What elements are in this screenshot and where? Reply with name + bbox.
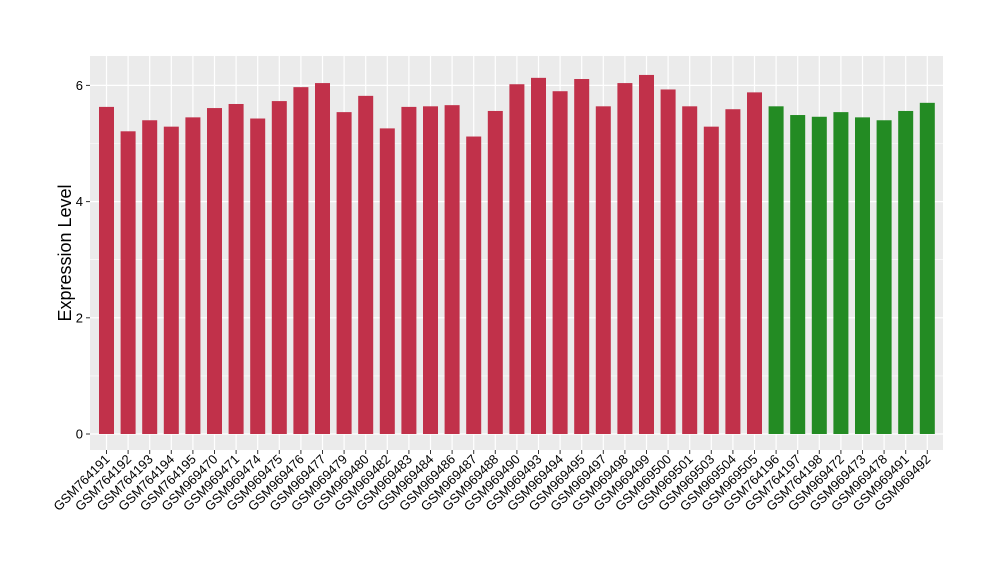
bar-GSM969488 <box>487 110 503 435</box>
bar-GSM969477 <box>315 83 330 435</box>
bar-GSM969478 <box>876 120 892 434</box>
bar-GSM969494 <box>552 91 568 435</box>
bar-GSM969500 <box>660 89 676 434</box>
bar-GSM764191 <box>99 106 114 434</box>
bar-GSM969498 <box>617 83 633 435</box>
bar-GSM969504 <box>725 109 741 434</box>
bar-GSM969479 <box>336 112 352 434</box>
bar-GSM969501 <box>682 106 698 434</box>
y-tick-label: 2 <box>76 310 83 325</box>
bars <box>99 74 935 435</box>
bar-GSM969472 <box>833 112 849 434</box>
bar-GSM969482 <box>379 128 395 435</box>
y-tick-label: 0 <box>76 427 83 442</box>
y-axis-label: Expression Level <box>55 184 75 321</box>
x-axis: GSM764191GSM764192GSM764193GSM764194GSM7… <box>50 450 933 514</box>
bar-GSM969484 <box>423 106 438 434</box>
bar-GSM764193 <box>142 120 158 434</box>
y-tick-label: 4 <box>76 194 83 209</box>
bar-GSM969487 <box>466 136 482 434</box>
bar-GSM969483 <box>401 106 417 434</box>
bar-GSM764194 <box>163 126 179 434</box>
bar-GSM764197 <box>790 115 806 434</box>
bar-GSM764195 <box>185 117 201 434</box>
bar-GSM969492 <box>919 102 935 434</box>
bar-GSM969503 <box>703 126 719 434</box>
bar-GSM969490 <box>509 84 525 434</box>
bar-GSM969491 <box>898 110 914 435</box>
bar-GSM969497 <box>595 106 611 434</box>
bar-GSM969476 <box>293 87 309 434</box>
bar-GSM969486 <box>444 105 460 435</box>
bar-GSM969471 <box>228 103 244 434</box>
bar-GSM969475 <box>271 101 287 434</box>
bar-GSM969499 <box>639 74 654 434</box>
bar-GSM764192 <box>120 131 136 434</box>
bar-GSM969470 <box>207 108 222 435</box>
bar-GSM764198 <box>811 116 827 435</box>
bar-GSM969493 <box>531 77 546 435</box>
bar-GSM969505 <box>747 92 762 434</box>
y-axis: 0 2 4 6 <box>76 78 90 442</box>
bar-GSM764196 <box>768 106 784 434</box>
y-tick-label: 6 <box>76 78 83 93</box>
bar-GSM969474 <box>250 118 266 434</box>
bar-GSM969495 <box>574 79 590 434</box>
bar-GSM969473 <box>855 117 870 434</box>
bar-GSM969480 <box>358 95 374 434</box>
